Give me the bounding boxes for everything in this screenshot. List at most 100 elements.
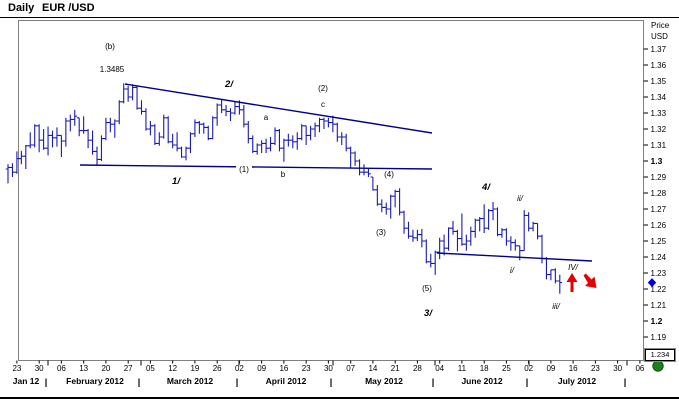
- wave-label-4: (4): [384, 170, 394, 179]
- wave-label-1: (1): [239, 165, 249, 174]
- y-axis-tick-label: 1.29: [651, 173, 667, 182]
- month-separator: |: [526, 377, 529, 387]
- x-axis-date-tick: 23: [591, 364, 600, 373]
- title-bar: Daily EUR /USD: [0, 0, 679, 17]
- x-axis-date-tick: 12: [168, 364, 177, 373]
- wave-label-2: (2): [318, 84, 328, 93]
- x-axis-date-tick: 06: [635, 364, 644, 373]
- y-axis-tick-label: 1.2: [651, 316, 663, 326]
- x-axis-date-tick: 27: [124, 364, 133, 373]
- last-price-box: 1.234: [645, 349, 675, 361]
- month-separator: |: [432, 377, 435, 387]
- x-axis-date-tick: 04: [435, 364, 444, 373]
- x-axis-date-tick: 16: [569, 364, 578, 373]
- y-axis-tick-label: 1.26: [651, 221, 667, 230]
- wave-label-c: c: [321, 100, 325, 109]
- y-axis-tick-label: 1.34: [651, 93, 667, 102]
- month-separator: |: [624, 377, 627, 387]
- x-axis-date-tick: 18: [480, 364, 489, 373]
- month-separator: |: [236, 377, 239, 387]
- y-axis-tick-label: 1.31: [651, 141, 667, 150]
- wave-label-4: 4/: [481, 182, 491, 193]
- x-axis-month-label: Jan 12: [13, 376, 40, 386]
- x-axis-month-label: May 2012: [365, 376, 403, 386]
- wave-label-2: 2/: [224, 79, 234, 90]
- trendline-2: [79, 164, 433, 170]
- x-axis-date-tick: 20: [101, 364, 110, 373]
- y-axis-title: USD: [651, 32, 668, 41]
- x-axis-date-tick: 13: [79, 364, 88, 373]
- symbol-label: EUR /USD: [42, 2, 95, 14]
- x-axis-date-tick: 14: [368, 364, 377, 373]
- x-axis-date-tick: 30: [613, 364, 622, 373]
- y-axis-tick-label: 1.24: [651, 253, 667, 262]
- y-axis-tick-label: 1.3: [651, 156, 663, 166]
- wave-label-iv: IV/: [568, 263, 579, 272]
- x-axis-date-tick: 30: [35, 364, 44, 373]
- y-axis-tick-label: 1.28: [651, 189, 667, 198]
- y-axis-tick-label: 1.32: [651, 125, 667, 134]
- y-axis-tick-label: 1.19: [651, 333, 667, 342]
- x-axis-month-label: July 2012: [558, 376, 597, 386]
- x-axis-date-tick: 05: [146, 364, 155, 373]
- last-price-label: 1.234: [650, 350, 670, 359]
- trendline-3: [436, 252, 593, 262]
- x-axis-ticks: [16, 360, 641, 366]
- x-axis-date-tick: 06: [57, 364, 66, 373]
- x-axis-date-tick: 25: [502, 364, 511, 373]
- x-axis-month-label: February 2012: [66, 376, 124, 386]
- ohlc-bars: [5, 83, 563, 294]
- x-axis-date-tick: 11: [458, 364, 467, 373]
- wave-label-3: 3/: [424, 308, 433, 319]
- y-axis-ticks: [643, 48, 648, 338]
- bottom-divider: [0, 397, 679, 399]
- x-axis-date-tick: 16: [279, 364, 288, 373]
- y-axis-tick-label: 1.25: [651, 237, 667, 246]
- month-separator: |: [138, 377, 141, 387]
- y-axis-tick-label: 1.23: [651, 269, 667, 278]
- y-axis-tick-label: 1.36: [651, 61, 667, 70]
- x-axis-date-tick: 02: [524, 364, 533, 373]
- x-axis-month-label: April 2012: [266, 376, 307, 386]
- wave-label-a: a: [264, 113, 269, 122]
- x-axis-month-label: March 2012: [167, 376, 214, 386]
- status-dot-icon: [652, 360, 664, 372]
- title-divider: [0, 17, 679, 18]
- y-axis-tick-label: 1.37: [651, 45, 667, 54]
- y-axis-tick-label: 1.21: [651, 301, 667, 310]
- red-up-arrow: [566, 273, 578, 292]
- x-axis-date-tick: 23: [12, 364, 21, 373]
- trendline-1: [124, 83, 433, 134]
- plot-border: [18, 20, 644, 361]
- y-axis-tick-label: 1.35: [651, 77, 667, 86]
- x-axis-date-tick: 09: [546, 364, 555, 373]
- month-separator: |: [330, 377, 333, 387]
- y-axis-tick-label: 1.27: [651, 205, 667, 214]
- x-axis-date-tick: 19: [190, 364, 199, 373]
- y-axis-title: Price: [651, 21, 670, 30]
- wave-label-b: (b): [105, 42, 115, 51]
- x-axis-date-tick: 21: [391, 364, 400, 373]
- wave-label-13485: 1.3485: [100, 65, 125, 74]
- wave-label-ii: ii/: [517, 194, 524, 203]
- wave-label-i: i/: [510, 266, 515, 275]
- x-axis-date-tick: 02: [235, 364, 244, 373]
- wave-label-iii: iii/: [552, 302, 560, 311]
- wave-label-5: (5): [422, 284, 432, 293]
- wave-label-1: 1/: [172, 176, 181, 187]
- timeframe-label: Daily: [8, 2, 35, 14]
- x-axis-date-tick: 23: [302, 364, 311, 373]
- y-axis-tick-label: 1.22: [651, 285, 667, 294]
- month-separator: |: [45, 377, 48, 387]
- x-axis-date-tick: 28: [413, 364, 422, 373]
- y-axis-tick-label: 1.33: [651, 109, 667, 118]
- x-axis-date-tick: 07: [346, 364, 355, 373]
- x-axis-date-tick: 30: [324, 364, 333, 373]
- x-axis-date-tick: 09: [257, 364, 266, 373]
- x-axis-month-label: June 2012: [461, 376, 502, 386]
- wave-label-b: b: [281, 170, 286, 179]
- annotation-bg: [236, 164, 252, 173]
- x-axis-date-tick: 26: [213, 364, 222, 373]
- last-price-diamond-icon: [647, 278, 657, 288]
